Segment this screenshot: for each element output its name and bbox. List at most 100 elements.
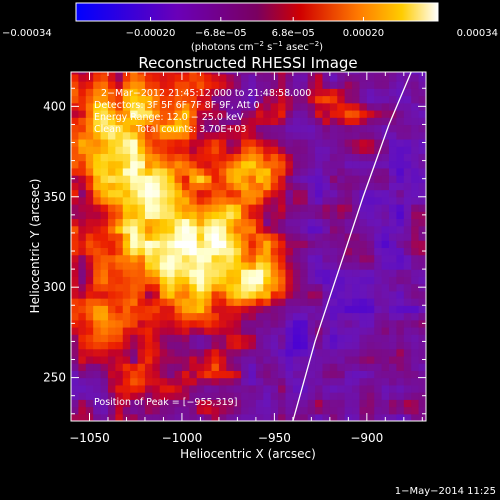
heatmap-cell xyxy=(196,95,205,104)
heatmap-cell xyxy=(211,73,220,82)
heatmap-cell xyxy=(233,406,242,415)
heatmap-cell xyxy=(115,160,124,169)
heatmap-cell xyxy=(115,254,124,263)
heatmap-cell xyxy=(389,124,398,133)
heatmap-cell xyxy=(159,261,168,270)
heatmap-cell xyxy=(307,326,316,335)
heatmap-cell xyxy=(167,399,176,408)
heatmap-cell xyxy=(204,232,213,241)
heatmap-cell xyxy=(152,211,161,220)
heatmap-cell xyxy=(130,225,139,234)
heatmap-cell xyxy=(71,131,79,140)
heatmap-cell xyxy=(78,72,87,75)
heatmap-cell xyxy=(344,81,353,89)
heatmap-cell xyxy=(352,326,361,335)
heatmap-cell xyxy=(218,95,227,104)
heatmap-cell xyxy=(322,392,331,400)
heatmap-cell xyxy=(85,319,94,328)
heatmap-cell xyxy=(418,399,426,408)
heatmap-cell xyxy=(189,363,198,371)
heatmap-cell xyxy=(144,232,153,241)
heatmap-cell xyxy=(374,406,383,415)
x-tick-label: −1050 xyxy=(69,431,110,445)
heatmap-cell xyxy=(196,211,205,220)
heatmap-cell xyxy=(389,413,398,421)
heatmap-cell xyxy=(337,334,346,343)
heatmap-cell xyxy=(85,196,94,205)
heatmap-cell xyxy=(315,334,324,343)
heatmap-cell xyxy=(322,225,331,234)
heatmap-cell xyxy=(115,153,124,162)
heatmap-cell xyxy=(329,153,338,162)
heatmap-cell xyxy=(167,138,176,147)
heatmap-cell xyxy=(263,196,272,205)
heatmap-cell xyxy=(322,290,331,299)
heatmap-cell xyxy=(255,254,264,263)
heatmap-cell xyxy=(285,247,294,256)
heatmap-cell xyxy=(396,290,405,299)
heatmap-cell xyxy=(315,341,324,350)
heatmap-cell xyxy=(366,399,375,408)
heatmap-cell xyxy=(241,146,250,154)
heatmap-cell xyxy=(263,124,272,133)
heatmap-cell xyxy=(322,204,331,212)
heatmap-cell xyxy=(100,72,109,75)
heatmap-cell xyxy=(189,348,198,357)
heatmap-cell xyxy=(189,298,198,306)
heatmap-cell xyxy=(278,240,287,249)
heatmap-cell xyxy=(122,175,131,183)
heatmap-cell xyxy=(241,377,250,386)
heatmap-cell xyxy=(381,406,390,415)
heatmap-cell xyxy=(78,319,87,328)
heatmap-cell xyxy=(389,102,398,111)
heatmap-cell xyxy=(322,363,331,371)
heatmap-cell xyxy=(196,334,205,343)
heatmap-cell xyxy=(93,218,102,227)
heatmap-cell xyxy=(167,95,176,104)
heatmap-cell xyxy=(130,204,139,212)
heatmap-cell xyxy=(122,341,131,350)
heatmap-cell xyxy=(403,131,412,140)
heatmap-cell xyxy=(107,312,116,321)
heatmap-cell xyxy=(174,377,183,386)
heatmap-cell xyxy=(359,218,368,227)
heatmap-cell xyxy=(270,95,279,104)
heatmap-cell xyxy=(359,240,368,249)
heatmap-cell xyxy=(159,232,168,241)
heatmap-cell xyxy=(137,348,146,357)
heatmap-cell xyxy=(337,312,346,321)
heatmap-cell xyxy=(181,276,190,285)
heatmap-cell xyxy=(196,384,205,393)
heatmap-cell xyxy=(144,355,153,364)
heatmap-cell xyxy=(122,124,131,133)
heatmap-cell xyxy=(322,167,331,176)
heatmap-cell xyxy=(255,81,264,89)
heatmap-cell xyxy=(263,319,272,328)
heatmap-cell xyxy=(403,225,412,234)
heatmap-cell xyxy=(337,247,346,256)
heatmap-cell xyxy=(78,298,87,306)
heatmap-cell xyxy=(130,370,139,379)
heatmap-cell xyxy=(71,269,79,277)
heatmap-cell xyxy=(181,406,190,415)
heatmap-cell xyxy=(292,218,301,227)
heatmap-cell xyxy=(278,384,287,393)
x-tick-label: −900 xyxy=(350,431,383,445)
heatmap-cell xyxy=(204,182,213,191)
heatmap-cell xyxy=(248,196,257,205)
heatmap-cell xyxy=(174,326,183,335)
heatmap-cell xyxy=(137,182,146,191)
heatmap-cell xyxy=(218,269,227,277)
colorbar-frame xyxy=(75,2,439,22)
heatmap-cell xyxy=(241,254,250,263)
heatmap-cell xyxy=(411,355,420,364)
heatmap-cell xyxy=(85,290,94,299)
heatmap-cell xyxy=(78,88,87,97)
heatmap-cell xyxy=(359,146,368,154)
heatmap-cell xyxy=(396,363,405,371)
heatmap-cell xyxy=(381,95,390,104)
heatmap-cell xyxy=(130,196,139,205)
heatmap-cell xyxy=(344,240,353,249)
heatmap-cell xyxy=(366,73,375,82)
heatmap-cell xyxy=(278,363,287,371)
